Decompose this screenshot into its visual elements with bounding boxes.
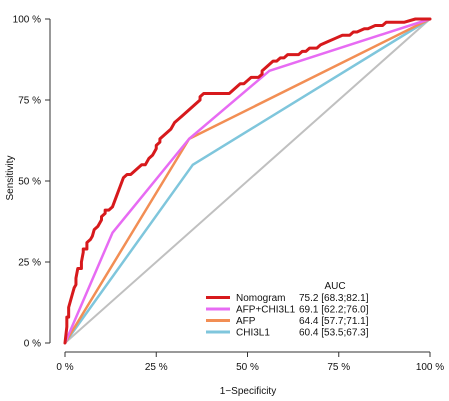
legend-auc-afp-chi3l1: 69.1 [62.2;76.0] [299,305,369,316]
y-tick-label: 100 % [13,15,41,26]
x-axis-label: 1−Specificity [220,386,276,397]
legend-auc-afp: 64.4 [57.7;71.1] [299,316,369,327]
x-tick-label: 50 % [236,362,259,373]
reference-diagonal-line [64,18,431,344]
legend-label-nomogram: Nomogram [236,293,285,304]
y-axis-label: Sensitivity [5,155,16,200]
y-tick-label: 25 % [18,258,41,269]
y-tick-label: 75 % [18,96,41,107]
legend-auc-nomogram: 75.2 [68.3;82.1] [299,293,369,304]
legend-title: AUC [324,281,345,292]
y-tick-label: 50 % [18,177,41,188]
x-tick-label: 25 % [145,362,168,373]
series-line-nomogram [63,17,432,345]
y-tick-label: 0 % [24,339,41,350]
legend-label-afp-chi3l1: AFP+CHI3L1 [236,305,296,316]
legend-label-afp: AFP [236,316,256,327]
legend: AUC Nomogram 75.2 [68.3;82.1]AFP+CHI3L1 69… [206,281,369,339]
x-ticks: 0 % 25 % 50 % 75 % 100 % [56,352,444,373]
axes: 0 % 25 % 50 % 75 % 100 % 0 % 25 % 50 % 75 % 100 … [13,15,445,374]
legend-auc-chi3l1: 60.4 [53.5;67.3] [299,328,369,339]
x-tick-label: 0 % [56,362,73,373]
series-line-afp-chi3l1 [63,17,432,345]
legend-label-chi3l1: CHI3L1 [236,328,270,339]
series-line-chi3l1 [63,17,432,345]
series-group [63,17,432,345]
legend-items: Nomogram 75.2 [68.3;82.1]AFP+CHI3L1 69.1 [… [206,293,369,339]
x-tick-label: 75 % [327,362,350,373]
x-tick-label: 100 % [416,362,444,373]
y-ticks: 0 % 25 % 50 % 75 % 100 % [13,15,50,350]
